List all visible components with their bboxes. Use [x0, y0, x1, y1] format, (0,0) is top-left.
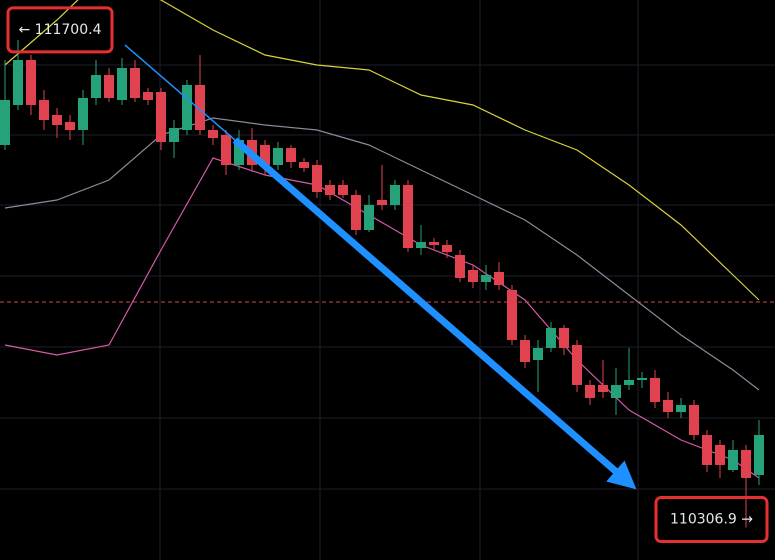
candle-body: [208, 130, 218, 138]
band-line: [4, 157, 760, 479]
candle-body: [403, 185, 413, 248]
band-line: [4, 117, 760, 391]
candle-body: [598, 385, 608, 392]
candle-body: [663, 400, 673, 412]
trend-arrow-line: [232, 137, 637, 490]
candle-body: [364, 205, 374, 230]
candle-body: [624, 380, 634, 385]
candle-body: [507, 290, 517, 340]
candle-body: [325, 185, 335, 195]
candle-body: [572, 345, 582, 385]
candle-body: [312, 165, 322, 192]
candle-body: [715, 445, 725, 465]
candle-body: [468, 270, 478, 282]
candle-body: [78, 98, 88, 130]
trend-arrow: [124, 44, 637, 490]
candle-body: [39, 100, 49, 120]
annotation-box: [6, 6, 114, 54]
candle-body: [728, 450, 738, 470]
band-line: [4, 0, 760, 301]
trend-line-thin: [124, 44, 236, 141]
candle-body: [351, 195, 361, 230]
candle-body: [390, 185, 400, 205]
candle-body: [13, 60, 23, 105]
candle-body: [533, 348, 543, 360]
candle-body: [299, 162, 309, 168]
candle-body: [221, 135, 231, 165]
candle-body: [637, 378, 647, 380]
labels: ← 111700.4 110306.9 →: [6, 6, 769, 544]
candle-body: [104, 75, 114, 98]
candle-body: [0, 100, 10, 145]
candle-body: [52, 115, 62, 125]
candle-body: [169, 128, 179, 142]
candle-body: [520, 340, 530, 362]
candle-body: [494, 272, 504, 285]
annotation-box: [654, 496, 769, 544]
candle-body: [585, 385, 595, 398]
candle-body: [117, 68, 127, 100]
candle-body: [702, 435, 712, 465]
candle-body: [676, 405, 686, 412]
candle-body: [442, 245, 452, 252]
annotation-label: 110306.9 →: [670, 512, 753, 528]
annotation-label: ← 111700.4: [19, 22, 102, 38]
candle-body: [559, 328, 569, 348]
plot: [0, 0, 775, 528]
candle-body: [338, 185, 348, 195]
candle-body: [26, 60, 36, 105]
candle-body: [65, 122, 75, 130]
candle-body: [455, 255, 465, 278]
candle-body: [273, 148, 283, 165]
candle-body: [91, 75, 101, 98]
candle-body: [286, 148, 296, 162]
candle-body: [416, 242, 426, 248]
candle-body: [182, 85, 192, 130]
candle-body: [143, 92, 153, 100]
candle-body: [429, 242, 439, 245]
candle-body: [195, 85, 205, 130]
candle-body: [234, 140, 244, 165]
candle-body: [377, 200, 387, 205]
candle-body: [156, 92, 166, 142]
candle-body: [260, 145, 270, 165]
candle-body: [689, 405, 699, 435]
candle-body: [741, 450, 751, 478]
candle-body: [130, 68, 140, 98]
candle-body: [481, 275, 491, 282]
candle-body: [650, 378, 660, 402]
candle-body: [611, 385, 621, 398]
candle-body: [546, 328, 556, 348]
candle-body: [754, 435, 764, 475]
